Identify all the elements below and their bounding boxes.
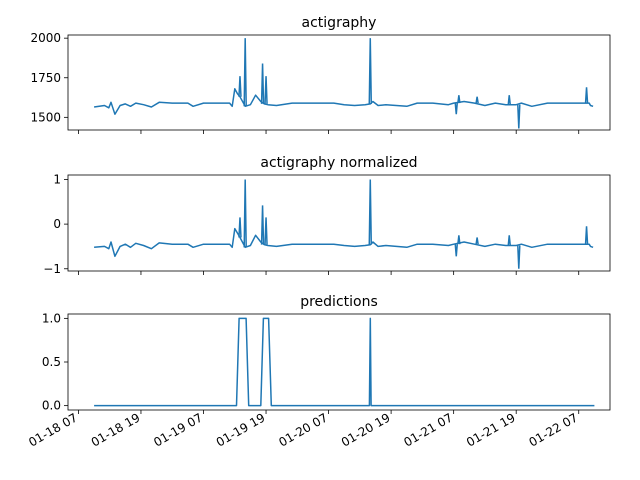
spike-mark: [264, 76, 268, 104]
spike-mark: [475, 96, 479, 104]
spike-mark: [238, 76, 242, 97]
chart-title: actigraphy: [302, 15, 377, 31]
plot-frame: [67, 174, 611, 272]
spike-mark: [238, 217, 242, 238]
y-tick-label: 0.5: [42, 355, 61, 369]
spike-mark: [454, 244, 459, 257]
spike-mark: [243, 179, 247, 248]
spike-mark: [517, 245, 521, 269]
plot-frame: [67, 34, 611, 131]
x-tick-label: 01-18 19: [89, 410, 143, 449]
spike-mark: [584, 87, 589, 104]
series-line: [94, 317, 595, 407]
y-tick-label: 1500: [30, 110, 61, 124]
x-tick-label: 01-18 07: [26, 410, 80, 449]
y-tick-label: −1: [43, 262, 61, 276]
chart-panel-0: actigraphy 1500 1750 2000: [30, 15, 611, 134]
spike-mark: [454, 103, 459, 115]
spike-mark: [260, 63, 265, 104]
x-tick-label: 01-22 07: [527, 410, 581, 449]
x-tick-label: 01-19 07: [151, 410, 205, 449]
spike-mark: [517, 104, 521, 129]
spike-mark: [584, 226, 589, 245]
spike-mark: [243, 38, 247, 107]
spike-mark: [457, 95, 461, 104]
spike-mark: [368, 179, 373, 245]
y-tick-label: 0: [53, 217, 61, 231]
x-tick-label: 01-20 19: [339, 410, 393, 449]
spike-mark: [368, 38, 373, 104]
x-tick-label: 01-19 19: [214, 410, 268, 449]
y-tick-label: 2000: [30, 31, 61, 45]
y-tick-label: 0.0: [42, 399, 61, 413]
y-tick-label: 1750: [30, 71, 61, 85]
spike-mark: [264, 217, 268, 245]
chart-panel-2: predictions 0.0 0.5 1.0: [42, 294, 611, 414]
spike-mark: [507, 235, 511, 246]
chart-title: actigraphy normalized: [260, 155, 417, 171]
spike-mark: [475, 237, 479, 245]
y-tick-label: 1.0: [42, 311, 61, 325]
x-tick-label: 01-21 19: [464, 410, 518, 449]
series-line: [94, 227, 594, 258]
plot-frame: [67, 313, 611, 411]
spike-mark: [457, 235, 461, 245]
chart-panel-1: actigraphy normalized −1 0 1: [43, 155, 611, 276]
spike-mark: [507, 95, 511, 105]
x-tick-label: 01-21 07: [401, 410, 455, 449]
x-tick-label: 01-20 07: [276, 410, 330, 449]
y-tick-label: 1: [53, 172, 61, 186]
chart-title: predictions: [300, 294, 378, 310]
series-line: [93, 88, 594, 115]
spike-mark: [260, 205, 265, 245]
